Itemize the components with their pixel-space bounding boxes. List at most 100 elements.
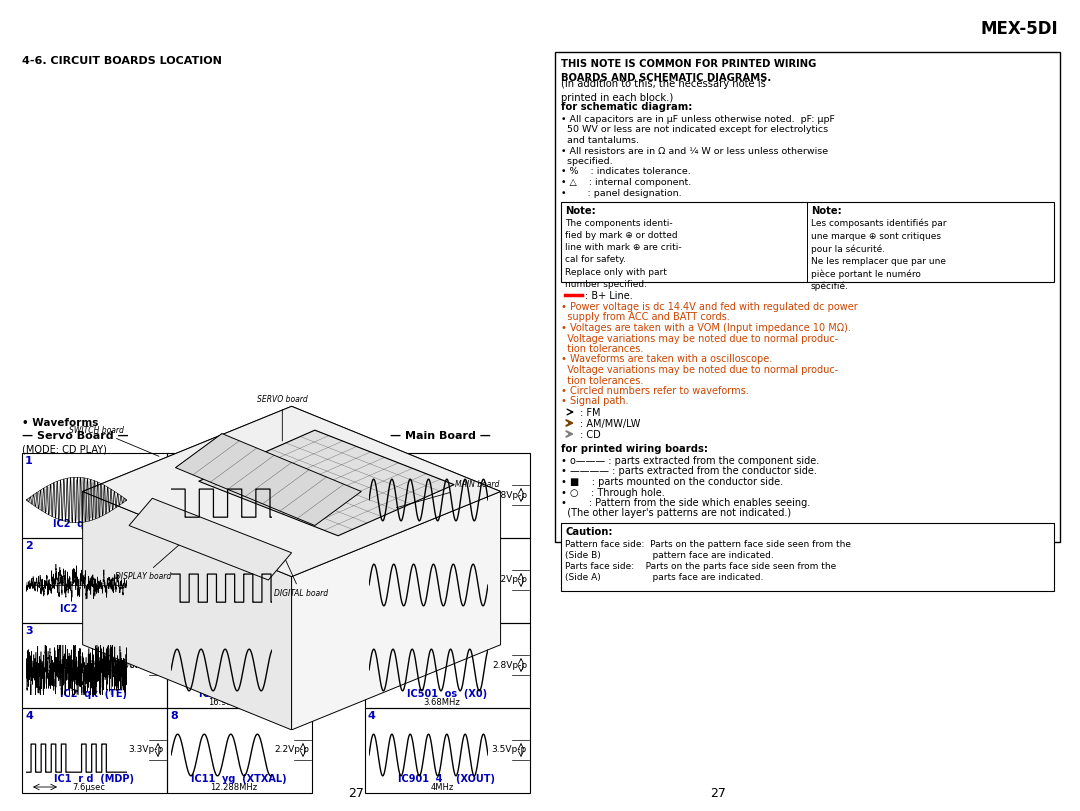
Text: • ○    : Through hole.: • ○ : Through hole.: [561, 487, 665, 497]
Text: specified.: specified.: [561, 157, 612, 166]
Text: SWITCH board: SWITCH board: [69, 426, 159, 457]
Polygon shape: [83, 491, 292, 730]
Text: 3: 3: [25, 626, 32, 636]
Text: 474msec: 474msec: [215, 613, 253, 622]
Text: 2.2Vp-p: 2.2Vp-p: [492, 576, 527, 585]
Text: 2: 2: [25, 541, 32, 551]
Text: 8: 8: [170, 711, 178, 721]
Text: MAIN board: MAIN board: [396, 480, 500, 508]
Text: Pattern face side:  Parts on the pattern face side seen from the: Pattern face side: Parts on the pattern …: [565, 540, 851, 549]
Bar: [22, 623, 167, 708]
Text: for printed wiring boards:: for printed wiring boards:: [561, 444, 708, 454]
Text: Approx. 200mVp-p: Approx. 200mVp-p: [80, 576, 164, 585]
Bar: [561, 523, 1054, 591]
Text: Note:: Note:: [565, 206, 596, 216]
Text: 1: 1: [368, 456, 376, 466]
Text: (Side B)                  pattern face are indicated.: (Side B) pattern face are indicated.: [565, 551, 773, 560]
Text: IC1  of  (XTAO): IC1 of (XTAO): [199, 689, 279, 699]
Text: DISPLAY board: DISPLAY board: [114, 538, 187, 581]
Bar: [22, 453, 167, 538]
Bar: [22, 708, 167, 793]
Bar: [167, 538, 312, 623]
Text: 7.6μsec: 7.6μsec: [72, 783, 106, 792]
Text: • Waveforms: • Waveforms: [22, 418, 98, 428]
Bar: [22, 538, 167, 623]
Text: • ■    : parts mounted on the conductor side.: • ■ : parts mounted on the conductor sid…: [561, 477, 783, 487]
Text: IC501  os  (X0): IC501 os (X0): [407, 689, 487, 699]
Polygon shape: [292, 491, 501, 730]
Text: • Voltages are taken with a VOM (Input impedance 10 MΩ).: • Voltages are taken with a VOM (Input i…: [561, 323, 851, 333]
Text: • All capacitors are in μF unless otherwise noted.  pF: μpF: • All capacitors are in μF unless otherw…: [561, 115, 835, 124]
Text: supply from ACC and BATT cords.: supply from ACC and BATT cords.: [561, 312, 730, 323]
Text: Parts face side:    Parts on the parts face side seen from the: Parts face side: Parts on the parts face…: [565, 562, 836, 571]
Text: — Servo Board —: — Servo Board —: [22, 431, 129, 441]
Bar: [365, 453, 530, 538]
Polygon shape: [130, 498, 292, 580]
Text: THIS NOTE IS COMMON FOR PRINTED WIRING
BOARDS AND SCHEMATIC DIAGRAMS.: THIS NOTE IS COMMON FOR PRINTED WIRING B…: [561, 59, 816, 83]
Text: 3Vp-p: 3Vp-p: [282, 660, 309, 670]
Text: • All resistors are in Ω and ¼ W or less unless otherwise: • All resistors are in Ω and ¼ W or less…: [561, 147, 828, 156]
Text: 4: 4: [368, 711, 376, 721]
Text: IC11  yg  (XTXAL): IC11 yg (XTXAL): [191, 774, 287, 784]
Text: 2.2Vp-p: 2.2Vp-p: [274, 745, 309, 754]
Text: IC2  qg  (RFAC): IC2 qg (RFAC): [53, 519, 135, 529]
Text: : CD: : CD: [580, 430, 600, 440]
Text: : AM/MW/LW: : AM/MW/LW: [580, 419, 640, 429]
Text: Note:: Note:: [811, 206, 841, 216]
Text: IC901  4    (XOUT): IC901 4 (XOUT): [399, 774, 496, 784]
Text: • Signal path.: • Signal path.: [561, 397, 629, 406]
Text: 0.7Vp-p: 0.7Vp-p: [129, 491, 164, 500]
Text: •       : panel designation.: • : panel designation.: [561, 188, 681, 198]
Text: 22.7μsec: 22.7μsec: [215, 528, 253, 537]
Text: • o——— : parts extracted from the component side.: • o——— : parts extracted from the compon…: [561, 456, 820, 466]
Text: • %    : indicates tolerance.: • % : indicates tolerance.: [561, 168, 691, 177]
Bar: [167, 453, 312, 538]
Text: IC1  o;  (BCK): IC1 o; (BCK): [203, 604, 275, 614]
Text: MEX-5DI: MEX-5DI: [981, 20, 1058, 38]
Text: 2.8Vp-p: 2.8Vp-p: [491, 660, 527, 670]
Text: 27: 27: [710, 787, 726, 800]
Bar: [555, 52, 1059, 542]
Text: 3: 3: [368, 626, 376, 636]
Text: (In addition to this, the necessary note is
printed in each block.): (In addition to this, the necessary note…: [561, 79, 766, 103]
Bar: [561, 202, 1054, 282]
Text: 3.5Vp-p: 3.5Vp-p: [273, 491, 309, 500]
Text: 4: 4: [25, 711, 32, 721]
Text: 27: 27: [348, 787, 364, 800]
Text: 1: 1: [25, 456, 32, 466]
Text: IC2  qh  (FE): IC2 qh (FE): [60, 604, 127, 614]
Text: tion tolerances.: tion tolerances.: [561, 344, 644, 354]
Text: 50 WV or less are not indicated except for electrolytics: 50 WV or less are not indicated except f…: [561, 126, 828, 135]
Text: 2.8Vp-p: 2.8Vp-p: [491, 491, 527, 500]
Text: (Side A)                  parts face are indicated.: (Side A) parts face are indicated.: [565, 573, 764, 582]
Bar: [365, 538, 530, 623]
Text: (MODE: CD PLAY): (MODE: CD PLAY): [22, 444, 107, 454]
Text: and tantalums.: and tantalums.: [561, 136, 639, 145]
Text: 6: 6: [170, 541, 178, 551]
Text: (The other layer's patterns are not indicated.): (The other layer's patterns are not indi…: [561, 508, 792, 518]
Text: Voltage variations may be noted due to normal produc-: Voltage variations may be noted due to n…: [561, 365, 838, 375]
Text: •       : Pattern from the side which enables seeing.: • : Pattern from the side which enables …: [561, 498, 810, 508]
Text: Voltage variations may be noted due to normal produc-: Voltage variations may be noted due to n…: [561, 333, 838, 344]
Bar: [167, 708, 312, 793]
Polygon shape: [175, 434, 361, 526]
Text: IC101  4    (OSCO): IC101 4 (OSCO): [399, 519, 496, 529]
Text: 7: 7: [170, 626, 178, 636]
Text: 4.332MHz: 4.332MHz: [421, 528, 463, 537]
Text: 5: 5: [170, 456, 177, 466]
Bar: [365, 708, 530, 793]
Text: 4-6. CIRCUIT BOARDS LOCATION: 4-6. CIRCUIT BOARDS LOCATION: [22, 56, 221, 66]
Text: 3.5Vp-p: 3.5Vp-p: [491, 745, 527, 754]
Text: 3.68MHz: 3.68MHz: [423, 698, 460, 707]
Text: 0V: 0V: [129, 576, 139, 585]
Text: : FM: : FM: [580, 408, 600, 418]
Text: for schematic diagram:: for schematic diagram:: [561, 102, 692, 112]
Text: 3.3Vp-p: 3.3Vp-p: [129, 745, 164, 754]
Text: • △    : internal component.: • △ : internal component.: [561, 178, 691, 187]
Text: — Main Board —: — Main Board —: [390, 431, 491, 441]
Text: Les composants identifiés par
une marque ⊕ sont critiques
pour la sécurité.
Ne l: Les composants identifiés par une marque…: [811, 219, 946, 291]
Text: tion tolerances.: tion tolerances.: [561, 375, 644, 385]
Text: 3.8Vp-p: 3.8Vp-p: [273, 576, 309, 585]
Text: DIGITAL board: DIGITAL board: [274, 556, 328, 599]
Polygon shape: [83, 406, 501, 577]
